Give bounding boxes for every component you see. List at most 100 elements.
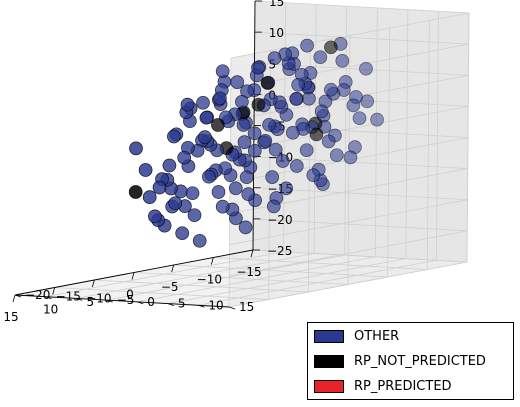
y-tick-mark <box>14 294 22 298</box>
grid-line-x-floor <box>54 287 269 300</box>
data-point-other <box>211 185 226 199</box>
x-tick-label: 5 <box>87 295 95 309</box>
y-tick-label: 15 <box>239 300 254 314</box>
data-point-other <box>228 181 243 196</box>
y-tick-mark <box>45 296 52 300</box>
data-point-other <box>239 170 254 185</box>
data-point-other <box>279 181 294 196</box>
x-tick-label: −15 <box>236 265 261 279</box>
x-tick-mark <box>210 257 214 265</box>
grid-line-x-floor <box>173 264 388 278</box>
x-tick-mark <box>91 279 95 288</box>
data-point-other <box>275 154 290 168</box>
x-tick-mark <box>12 294 16 303</box>
grid-line-z-right <box>252 249 468 263</box>
grid-line-y-floor <box>76 253 315 299</box>
data-point-other <box>289 159 304 173</box>
data-point-other <box>237 135 252 149</box>
data-point-rp-not-predicted <box>251 97 266 112</box>
data-point-other <box>247 126 262 141</box>
legend-label-rp-predicted: RP_PREDICTED <box>354 378 452 394</box>
grid-line-y-floor <box>137 256 376 303</box>
data-point-other <box>199 110 214 125</box>
z-tick-label: 10 <box>269 26 284 40</box>
data-point-other <box>241 187 256 201</box>
grid-line-z-right <box>254 0 470 14</box>
data-point-other <box>302 91 316 106</box>
data-point-other <box>192 233 207 248</box>
legend-item-rp-predicted: RP_PREDICTED <box>314 376 452 396</box>
x-tick-label: 10 <box>43 303 58 317</box>
x-tick-mark <box>131 272 135 280</box>
data-points <box>128 37 384 248</box>
data-point-other <box>291 77 306 92</box>
x-tick-mark <box>250 249 254 258</box>
grid-line-x-floor <box>213 257 428 270</box>
data-point-other <box>175 226 190 241</box>
grid-line-y-floor <box>45 251 284 298</box>
y-tick-mark <box>198 304 205 308</box>
data-point-other <box>185 186 200 201</box>
grid-line-y-floor <box>106 254 345 301</box>
legend-item-rp-not-predicted: RP_NOT_PREDICTED <box>314 351 486 371</box>
data-point-other <box>142 190 157 204</box>
data-point-other <box>262 117 276 132</box>
legend-item-other: OTHER <box>314 326 399 346</box>
y-tick-mark <box>228 306 236 310</box>
x-tick-mark <box>52 287 56 295</box>
grid-line-z-left <box>228 261 468 308</box>
data-point-other <box>129 141 143 156</box>
data-point-other <box>313 50 328 65</box>
data-point-other <box>215 64 230 79</box>
legend-swatch-rp-not-predicted <box>314 354 344 368</box>
legend-label-other: OTHER <box>354 328 400 344</box>
data-point-other <box>352 111 367 126</box>
grid-line-z-right <box>253 218 468 232</box>
z-tick-label: 15 <box>269 0 284 9</box>
data-point-other <box>268 142 283 157</box>
data-point-other <box>247 143 262 158</box>
x-tick-label: −5 <box>161 280 179 294</box>
data-point-other <box>359 61 373 76</box>
grid-line-z-left <box>230 12 470 59</box>
data-point-other <box>343 150 358 165</box>
x-tick-label: 15 <box>3 310 18 324</box>
x-tick-label: −10 <box>197 273 222 287</box>
z-tick-label: −25 <box>267 244 292 258</box>
y-tick-mark <box>76 298 83 301</box>
data-point-other <box>187 208 202 223</box>
data-point-other <box>196 95 210 110</box>
data-point-other <box>251 60 265 75</box>
data-point-other <box>148 209 162 224</box>
y-tick-label: −5 <box>117 293 135 307</box>
data-point-other <box>266 199 281 214</box>
grid-line-z-right <box>253 156 468 170</box>
data-point-other <box>335 53 350 68</box>
data-point-other <box>289 92 304 106</box>
data-point-other <box>258 134 273 148</box>
data-point-other <box>306 168 321 182</box>
data-point-other <box>299 143 314 158</box>
data-point-other <box>300 38 314 53</box>
legend-swatch-rp-predicted <box>314 379 344 393</box>
data-point-other <box>285 125 300 140</box>
data-point-other <box>138 163 153 177</box>
grid-line-y-floor <box>167 258 406 304</box>
data-point-other <box>324 82 338 97</box>
data-point-rp-not-predicted <box>309 127 324 142</box>
data-point-rp-not-predicted <box>324 40 338 55</box>
data-point-other <box>180 97 195 112</box>
data-point-other <box>167 129 181 144</box>
data-point-other <box>198 130 212 144</box>
data-point-other <box>346 98 361 113</box>
data-point-other <box>238 220 253 235</box>
y-tick-label: −20 <box>25 288 50 302</box>
legend: OTHER RP_NOT_PREDICTED RP_PREDICTED <box>307 322 514 400</box>
data-point-other <box>321 134 336 149</box>
grid-line-x-floor <box>133 272 349 285</box>
y-tick-label: −15 <box>56 290 81 304</box>
data-point-other <box>213 91 227 106</box>
data-point-other <box>235 94 249 109</box>
data-point-other <box>152 180 167 195</box>
